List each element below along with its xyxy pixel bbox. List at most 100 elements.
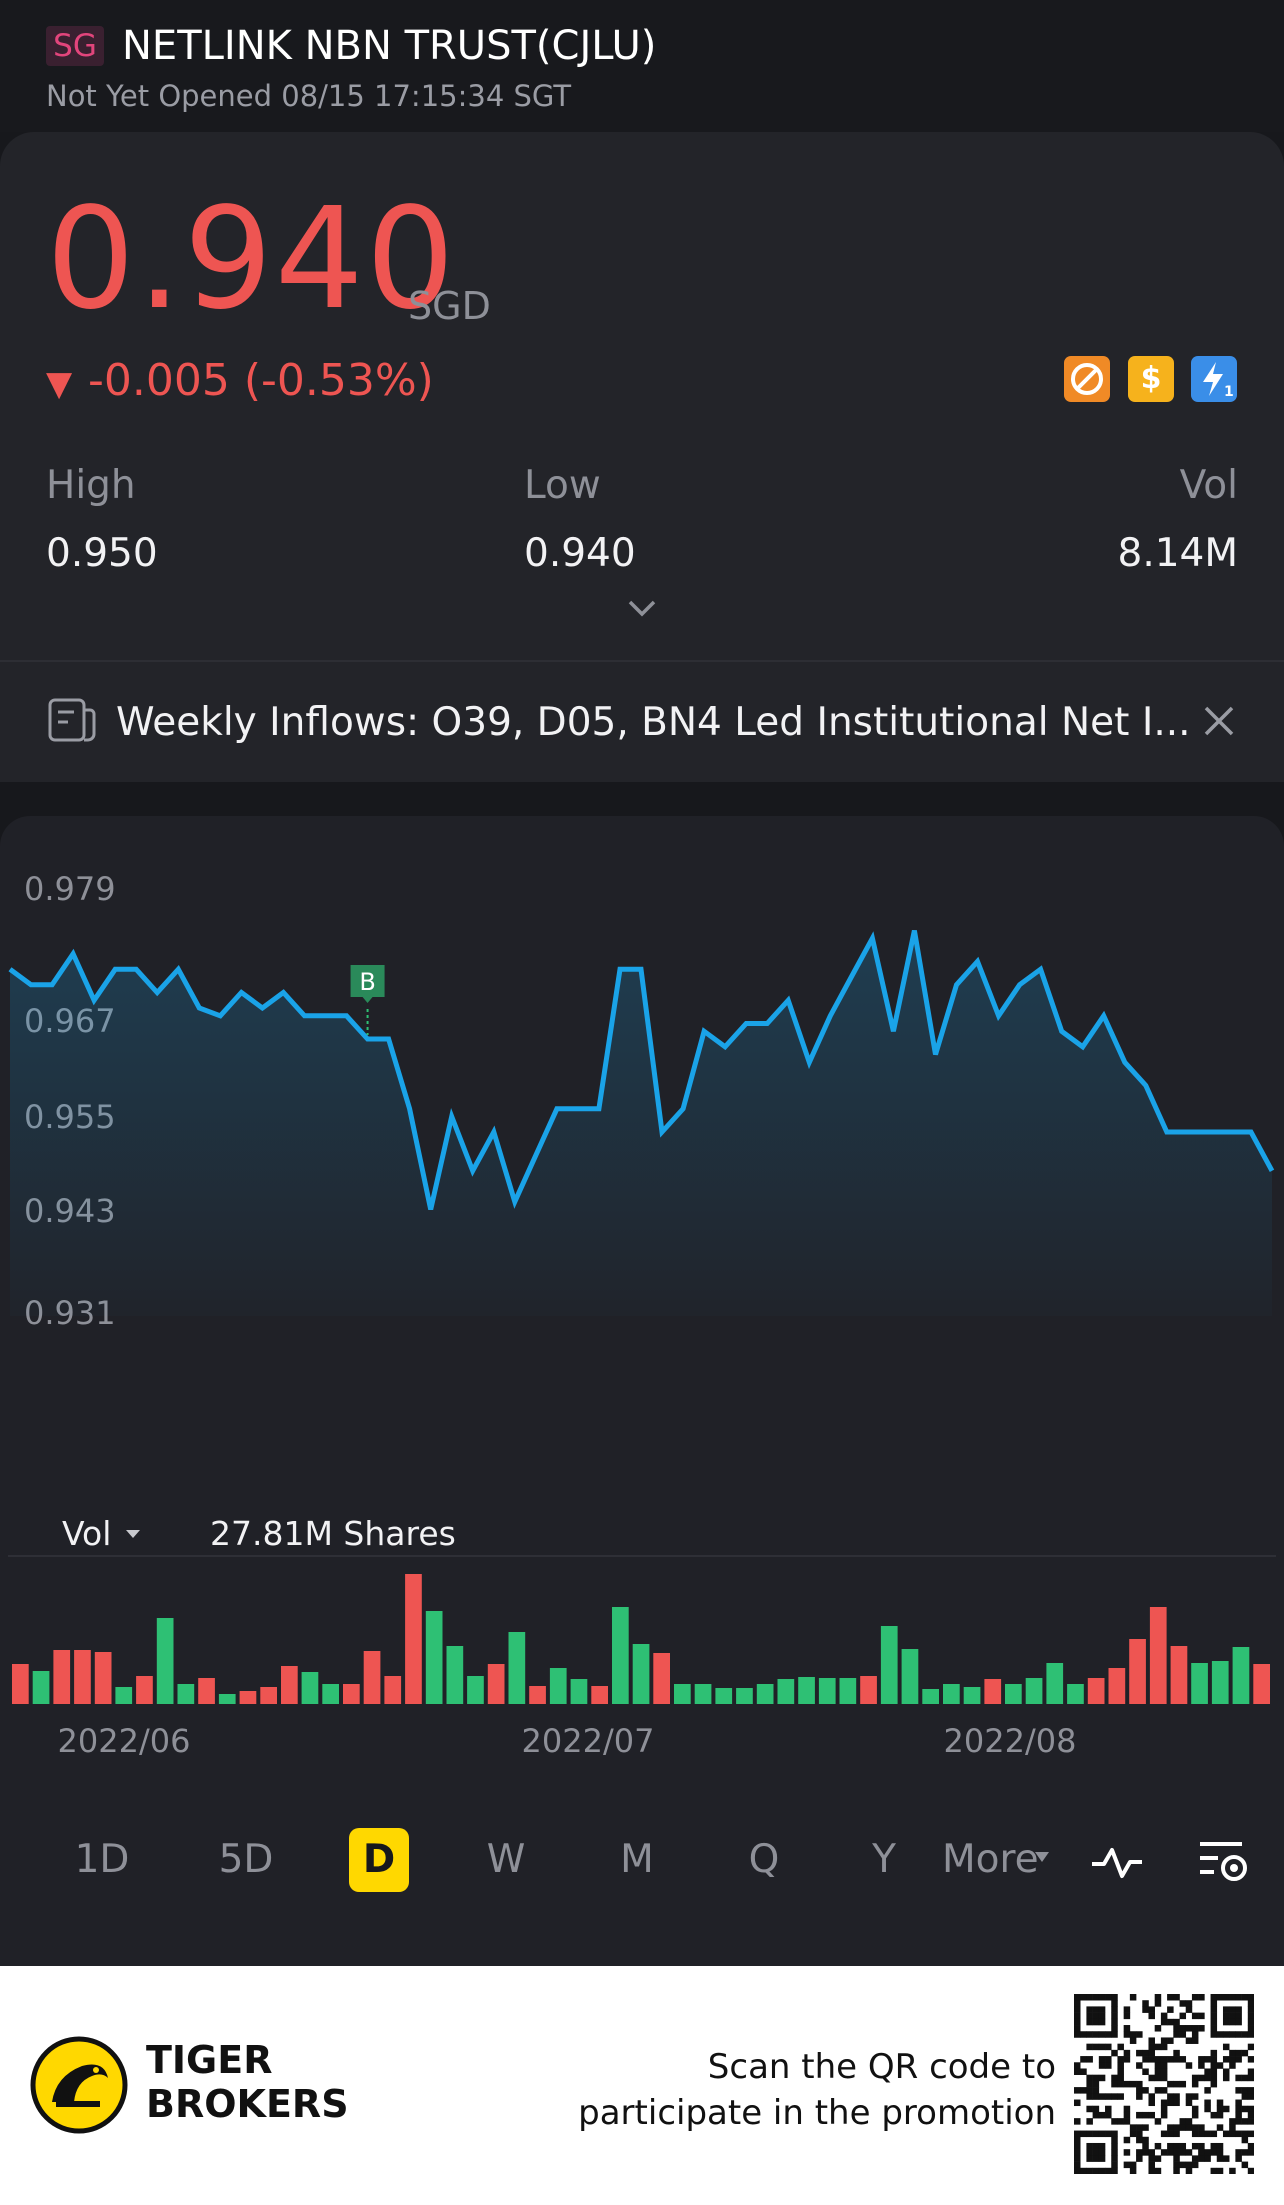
volume-bar bbox=[798, 1677, 815, 1704]
vol-label: Vol bbox=[1179, 463, 1238, 508]
volume-bar bbox=[322, 1684, 339, 1704]
volume-bar bbox=[1253, 1664, 1270, 1704]
volume-bar bbox=[156, 1618, 174, 1704]
market-badge: SG bbox=[46, 26, 104, 66]
volume-bar bbox=[1211, 1661, 1229, 1704]
volume-bar bbox=[1025, 1678, 1043, 1704]
no-short-icon[interactable] bbox=[1064, 356, 1110, 402]
volume-bar bbox=[901, 1649, 919, 1704]
volume-bar bbox=[115, 1687, 133, 1704]
volume-bar bbox=[1191, 1663, 1208, 1704]
period-1d[interactable]: 1D bbox=[74, 1837, 130, 1882]
volume-bar bbox=[177, 1684, 195, 1704]
qr-code-icon[interactable] bbox=[1074, 1994, 1254, 2174]
price-area bbox=[10, 930, 1272, 1316]
volume-bar bbox=[384, 1676, 402, 1704]
volume-bar bbox=[1046, 1663, 1064, 1704]
line-chart-icon[interactable] bbox=[1090, 1842, 1144, 1882]
market-status: Not Yet Opened 08/15 17:15:34 SGT bbox=[46, 79, 572, 113]
volume-bar bbox=[963, 1687, 981, 1704]
low-value: 0.940 bbox=[524, 531, 636, 576]
volume-bar bbox=[1149, 1607, 1167, 1704]
volume-bar bbox=[612, 1607, 629, 1704]
volume-bar bbox=[363, 1651, 381, 1704]
volume-bar bbox=[1170, 1646, 1188, 1704]
vol-value: 8.14M bbox=[1117, 531, 1239, 576]
caret-down-icon[interactable] bbox=[124, 1518, 142, 1548]
volume-bar bbox=[1232, 1647, 1250, 1704]
close-icon[interactable] bbox=[1200, 702, 1238, 740]
price-chart[interactable]: 0.9790.9670.9550.9430.931 B 2022/062022/… bbox=[0, 816, 1284, 1776]
x-tick-label: 2022/07 bbox=[522, 1722, 655, 1760]
volume-bar bbox=[74, 1650, 91, 1704]
volume-bar bbox=[984, 1679, 1002, 1704]
buy-marker[interactable] bbox=[350, 965, 385, 1003]
volume-bar bbox=[529, 1686, 546, 1704]
period-weekly[interactable]: W bbox=[486, 1837, 526, 1882]
volume-bar bbox=[1005, 1684, 1022, 1704]
chevron-down-icon[interactable] bbox=[624, 596, 660, 620]
brand-name: TIGER BROKERS bbox=[146, 2038, 349, 2126]
volume-bar bbox=[591, 1686, 608, 1704]
volume-bar bbox=[53, 1650, 71, 1704]
promo-text: Scan the QR code to participate in the p… bbox=[578, 2047, 1056, 2133]
volume-indicator-select[interactable]: Vol bbox=[62, 1514, 112, 1553]
chart-settings-icon[interactable] bbox=[1196, 1836, 1250, 1886]
volume-bar bbox=[136, 1676, 153, 1704]
volume-bar bbox=[818, 1678, 836, 1704]
volume-bar bbox=[32, 1671, 50, 1704]
volume-bar bbox=[467, 1676, 484, 1704]
period-monthly[interactable]: M bbox=[620, 1837, 654, 1882]
volume-bar bbox=[922, 1689, 939, 1704]
dividend-icon[interactable]: $ bbox=[1128, 356, 1174, 402]
promo-footer bbox=[0, 1966, 1284, 2205]
volume-bar bbox=[1129, 1639, 1146, 1704]
currency: SGD bbox=[408, 284, 491, 328]
news-icon bbox=[48, 698, 96, 742]
period-yearly[interactable]: Y bbox=[872, 1837, 896, 1882]
low-label: Low bbox=[524, 463, 601, 508]
volume-bar bbox=[198, 1678, 215, 1704]
price-change: -0.005 (-0.53%) bbox=[88, 355, 434, 406]
volume-bar bbox=[239, 1691, 257, 1704]
news-headline[interactable]: Weekly Inflows: O39, D05, BN4 Led Instit… bbox=[116, 700, 1191, 745]
volume-bar bbox=[736, 1688, 753, 1704]
volume-bar bbox=[12, 1664, 29, 1704]
volume-bar bbox=[715, 1688, 733, 1704]
volume-bar bbox=[694, 1684, 712, 1704]
period-more[interactable]: More bbox=[942, 1837, 1039, 1882]
volume-bar bbox=[343, 1684, 360, 1704]
volume-bar bbox=[487, 1664, 505, 1704]
volume-bar bbox=[94, 1652, 112, 1704]
volume-bar bbox=[218, 1694, 236, 1704]
x-tick-label: 2022/06 bbox=[58, 1722, 191, 1760]
volume-bar bbox=[674, 1684, 691, 1704]
period-5d[interactable]: 5D bbox=[218, 1837, 274, 1882]
volume-bar bbox=[777, 1679, 795, 1704]
period-daily[interactable]: D bbox=[349, 1828, 409, 1892]
volume-bar bbox=[446, 1646, 464, 1704]
volume-bar bbox=[943, 1684, 960, 1704]
period-quarterly[interactable]: Q bbox=[748, 1837, 780, 1882]
news-banner[interactable] bbox=[0, 660, 1284, 782]
tiger-logo-icon bbox=[30, 2036, 128, 2134]
caret-down-icon[interactable] bbox=[1034, 1850, 1050, 1864]
volume-bar bbox=[1067, 1684, 1084, 1704]
volume-bar bbox=[405, 1574, 422, 1704]
volume-bar bbox=[281, 1666, 298, 1704]
volume-bar bbox=[860, 1676, 877, 1704]
flash-icon[interactable]: 1 bbox=[1191, 356, 1237, 402]
x-tick-label: 2022/08 bbox=[944, 1722, 1077, 1760]
volume-bar bbox=[756, 1684, 774, 1704]
volume-bar bbox=[653, 1653, 670, 1704]
volume-bar bbox=[1108, 1668, 1126, 1704]
high-value: 0.950 bbox=[46, 531, 158, 576]
svg-text:1: 1 bbox=[1224, 384, 1234, 400]
volume-bar bbox=[839, 1678, 857, 1704]
buy-marker-label: B bbox=[359, 968, 375, 996]
volume-bar bbox=[260, 1687, 277, 1704]
stock-title: NETLINK NBN TRUST(CJLU) bbox=[122, 23, 657, 69]
down-arrow-icon: ▼ bbox=[46, 364, 73, 404]
last-price: 0.940 bbox=[46, 178, 457, 341]
volume-bar bbox=[570, 1679, 588, 1704]
